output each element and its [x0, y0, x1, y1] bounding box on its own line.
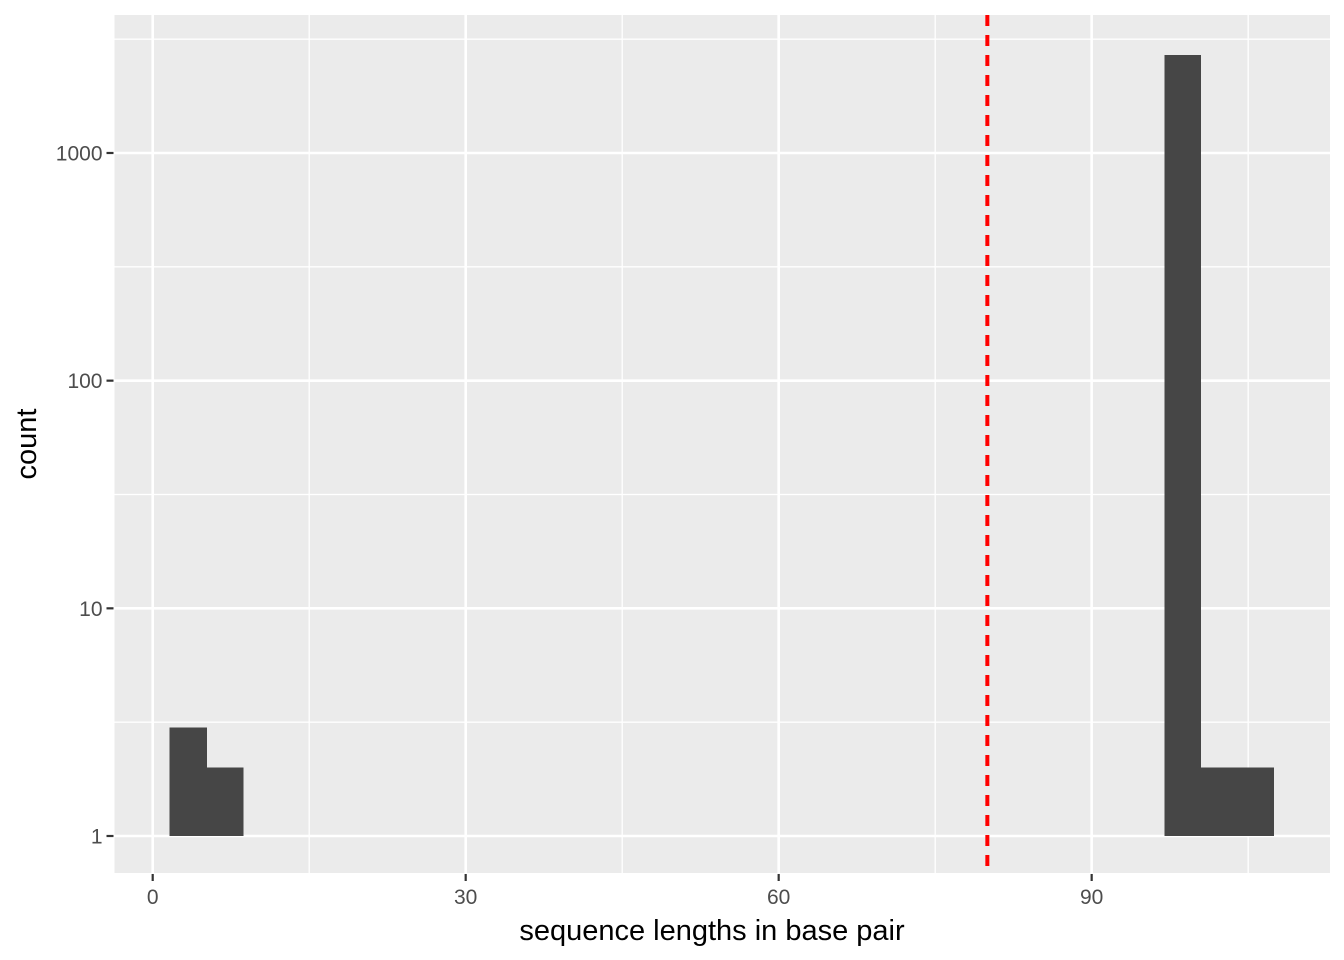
- y-tick-label: 10: [79, 598, 102, 621]
- plot-panel: [114, 15, 1330, 873]
- histogram-bars: [169, 54, 1275, 836]
- y-tick-label: 1: [91, 826, 103, 849]
- histogram-bar: [1237, 767, 1275, 836]
- y-tick-label: 100: [67, 370, 102, 393]
- x-tick-label: 0: [147, 886, 159, 909]
- x-tick-label: 90: [1080, 886, 1103, 909]
- histogram-bar: [1164, 54, 1202, 836]
- axis-tick-marks: [106, 151, 1093, 881]
- histogram-bar: [206, 767, 244, 836]
- y-tick-label: 1000: [56, 142, 103, 165]
- axis-tick-labels: 0 30 60 90 1 10 100 1000: [56, 142, 1104, 909]
- histogram-bar: [1201, 767, 1238, 836]
- x-tick-label: 60: [767, 886, 790, 909]
- panel-background: [114, 15, 1330, 873]
- grid-minor-lines: [114, 15, 1330, 873]
- y-axis-title: count: [11, 409, 43, 480]
- x-axis-title: sequence lengths in base pair: [519, 915, 905, 947]
- histogram-bar: [169, 727, 207, 836]
- x-tick-label: 30: [454, 886, 477, 909]
- grid-major-lines: [114, 15, 1330, 873]
